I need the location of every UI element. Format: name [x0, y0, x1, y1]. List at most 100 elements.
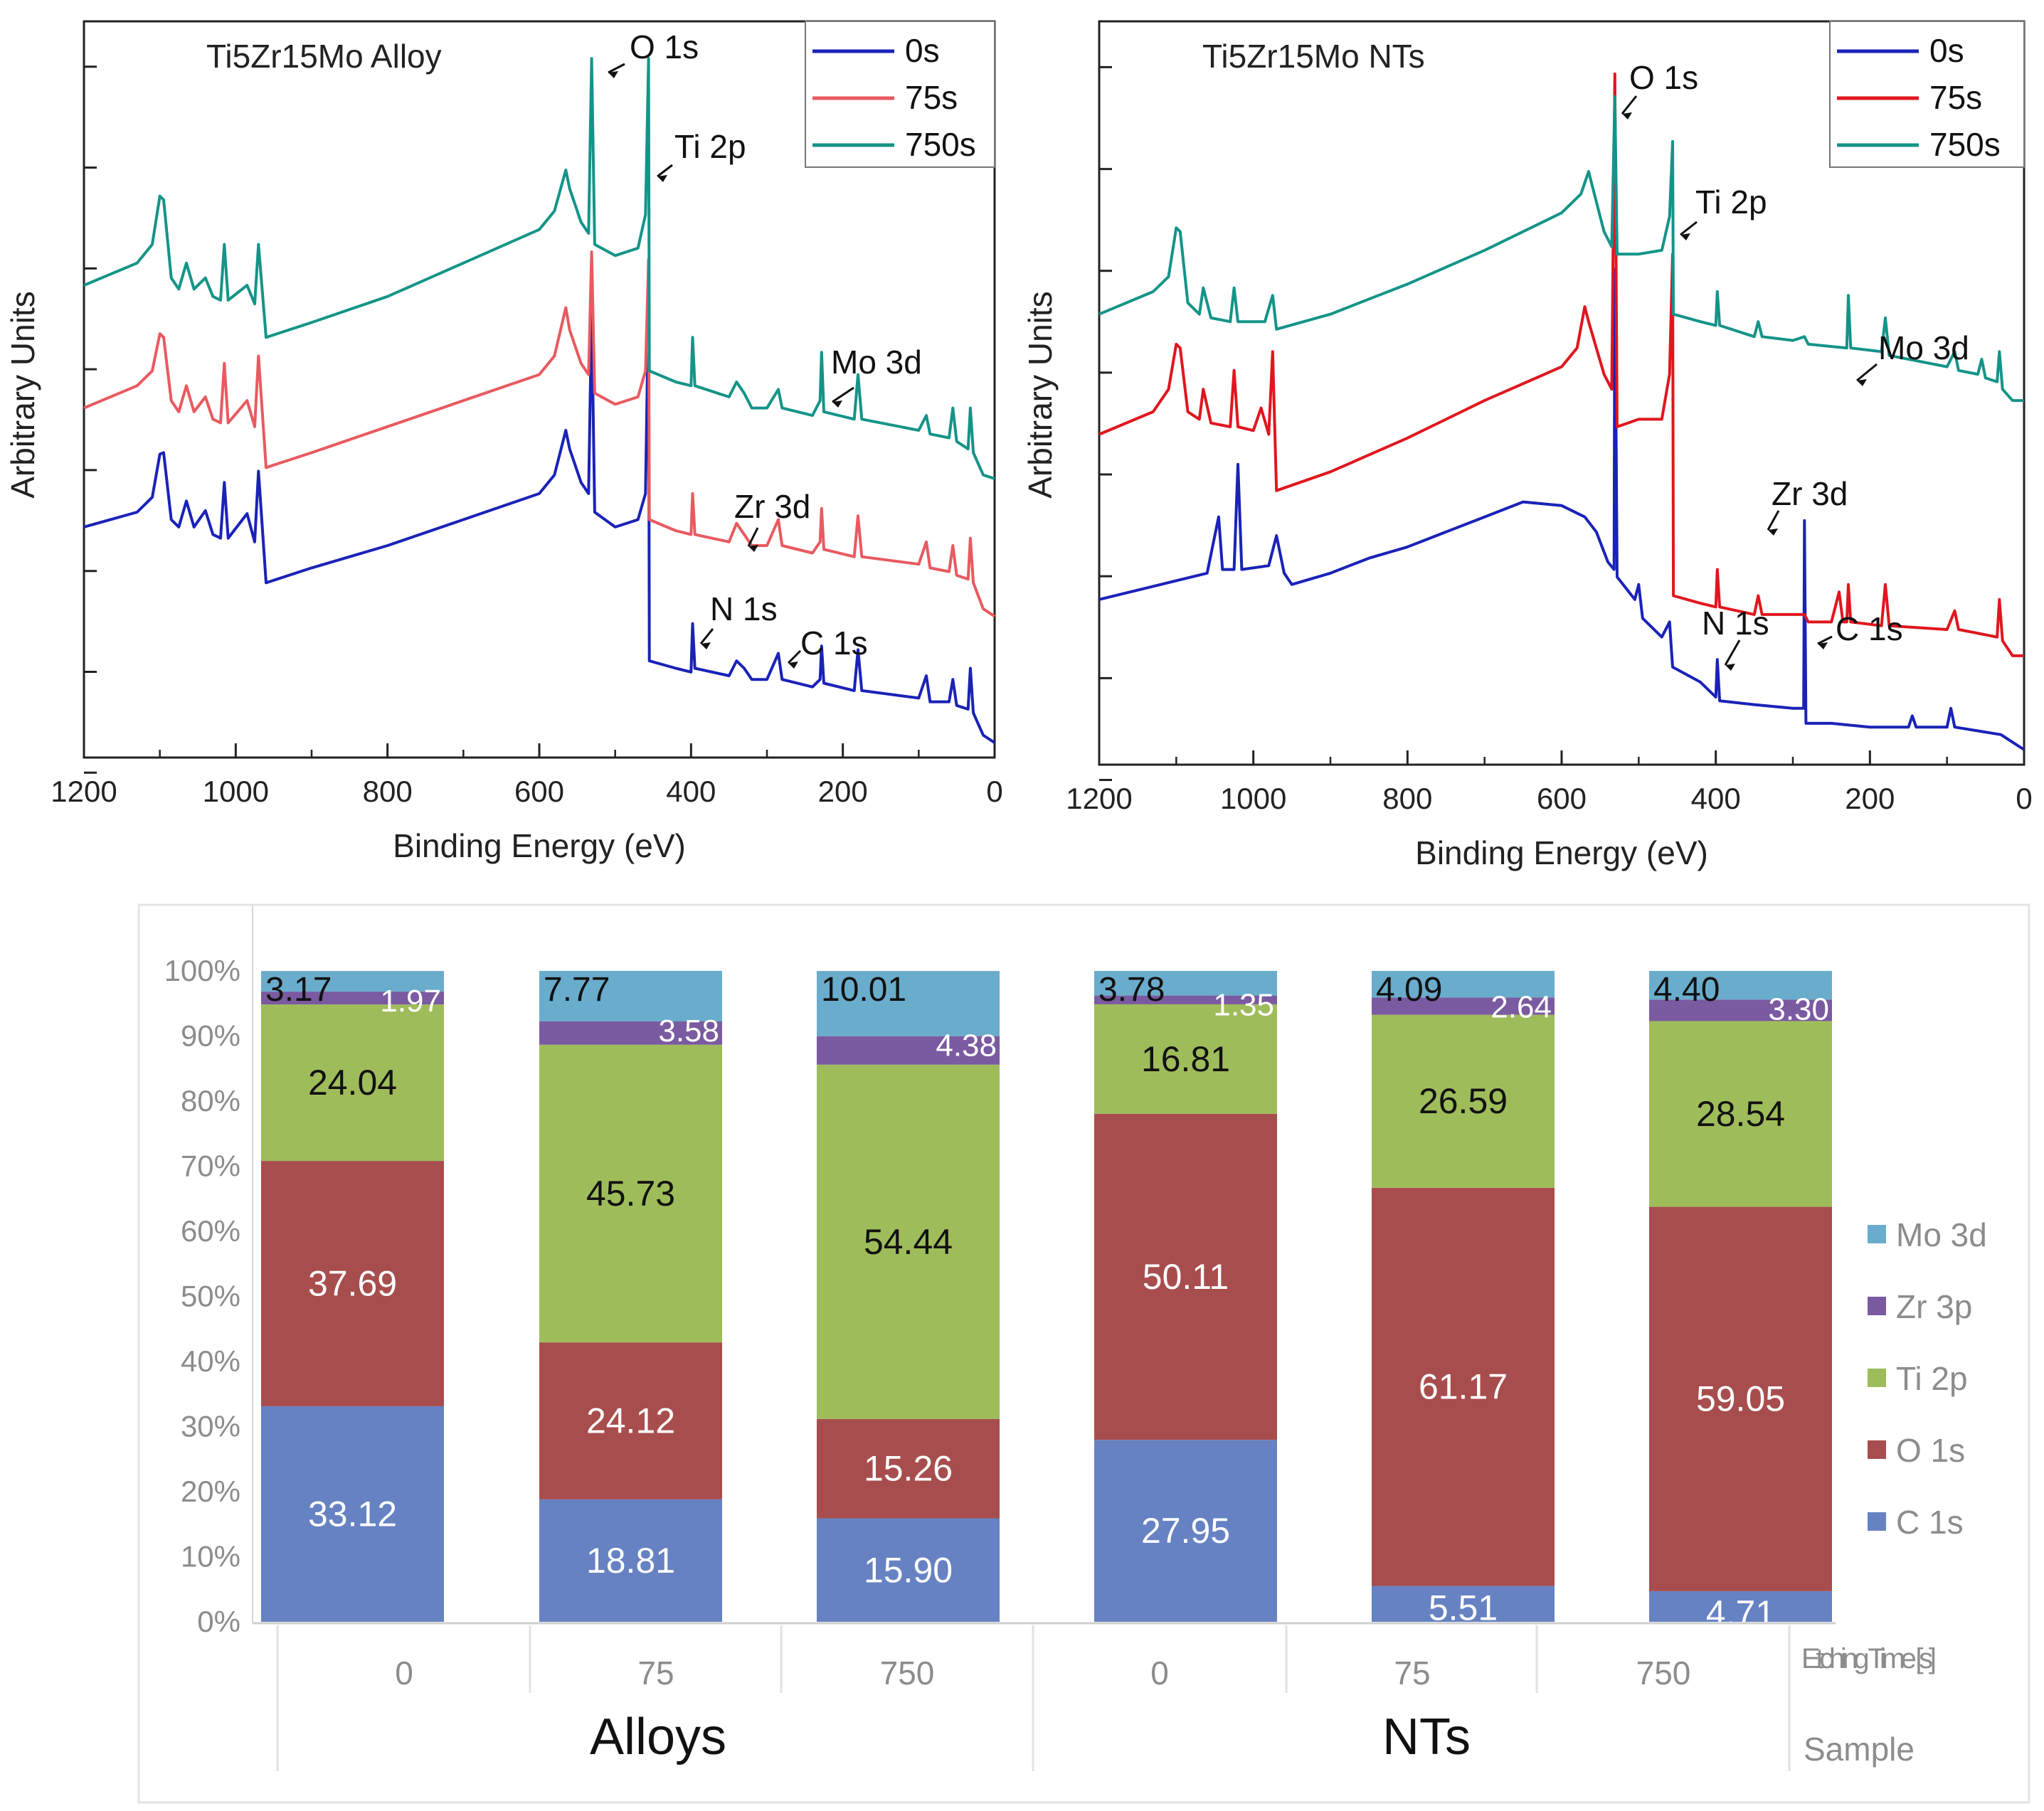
series-line-75s — [1098, 72, 2024, 657]
bar-segment-zr-3p — [539, 1021, 722, 1045]
chart-title: Ti5Zr15Mo Alloy — [206, 38, 442, 75]
data-label: 10.01 — [821, 971, 906, 1009]
category-label: 750 — [1636, 1655, 1691, 1691]
y-tick-label: 80% — [181, 1084, 240, 1117]
bar-segment-o-1s — [261, 1161, 444, 1406]
legend-swatch — [1868, 1225, 1886, 1243]
legend-label: 0s — [905, 32, 940, 69]
chart-title: Ti5Zr15Mo NTs — [1202, 38, 1425, 75]
annotation-arrowhead — [1725, 664, 1735, 671]
data-label: 59.05 — [1696, 1379, 1785, 1419]
bar-segment-mo-3d — [1649, 971, 1832, 1000]
bar-segment-zr-3p — [261, 992, 444, 1005]
annotation-arrow — [787, 649, 802, 664]
annotation-arrow — [832, 386, 854, 403]
data-label: 45.73 — [586, 1174, 675, 1213]
legend-label: Ti 2p — [1896, 1360, 1968, 1397]
annotation-label: Zr 3d — [1772, 475, 1848, 512]
annotation-arrowhead — [1680, 233, 1690, 240]
legend-label: 750s — [1929, 126, 2001, 163]
bar-segment-zr-3p — [1372, 997, 1555, 1015]
annotation-label: Mo 3d — [831, 344, 922, 381]
x-axis-title: Etching Time [s] — [1801, 1643, 1937, 1674]
bar-segment-c-1s — [1649, 1590, 1832, 1622]
legend-label: 75s — [1929, 79, 1982, 116]
x-tick-label: 800 — [1382, 782, 1432, 815]
data-label: 1.97 — [380, 984, 441, 1019]
legend-swatch — [1868, 1297, 1886, 1315]
category-label: 0 — [395, 1655, 413, 1691]
x-axis-label: Binding Energy (eV) — [1415, 834, 1708, 871]
annotation-arrowhead — [1818, 642, 1828, 649]
bar-segment-ti-2p — [1649, 1021, 1832, 1207]
annotation-arrowhead — [1622, 112, 1632, 120]
bar-segment-c-1s — [1372, 1586, 1555, 1622]
bar-segment-zr-3p — [1094, 995, 1277, 1004]
bar-segment-ti-2p — [261, 1004, 444, 1162]
data-label: 15.26 — [864, 1449, 953, 1489]
bar-segment-c-1s — [539, 1499, 722, 1622]
data-label: 37.69 — [308, 1264, 397, 1304]
data-label: 24.12 — [586, 1401, 675, 1441]
series-line-75s — [83, 250, 996, 618]
annotation-arrowhead — [1857, 379, 1867, 386]
bar-segment-ti-2p — [817, 1064, 1000, 1419]
bar-segment-mo-3d — [539, 970, 722, 1022]
annotation-arrowhead — [657, 175, 667, 182]
annotation-arrow — [1856, 363, 1878, 382]
bar-segment-o-1s — [817, 1418, 1000, 1519]
annotation-label: Zr 3d — [734, 488, 810, 525]
legend-swatch — [1868, 1440, 1886, 1459]
series-line-750s — [83, 57, 995, 480]
annotation-arrow — [1680, 221, 1698, 236]
data-label: 4.71 — [1706, 1593, 1775, 1633]
data-label: 4.09 — [1376, 971, 1442, 1009]
annotation-arrowhead — [701, 642, 711, 649]
chart-frame — [137, 903, 2030, 1804]
y-tick-label: 100% — [164, 954, 240, 987]
x-tick-label: 200 — [1845, 782, 1895, 815]
legend-label: C 1s — [1896, 1504, 1964, 1541]
x-tick-label: 200 — [818, 775, 868, 808]
x-tick-label: 0 — [2016, 782, 2032, 815]
annotation-arrow — [657, 164, 673, 178]
annotation-label: O 1s — [630, 28, 699, 65]
x-axis-label: Binding Energy (eV) — [393, 827, 686, 864]
y-tick-label: 60% — [181, 1214, 240, 1248]
legend-label: 0s — [1929, 32, 1964, 69]
bar-segment-ti-2p — [539, 1044, 722, 1343]
data-label: 26.59 — [1419, 1081, 1508, 1121]
y-tick-label: 20% — [181, 1475, 240, 1508]
bar-segment-c-1s — [261, 1406, 444, 1622]
spectrum-panel-1: 1200 1000 800 600 400 200 0 Binding Energy (eV)… — [1022, 20, 2033, 871]
legend-label: Mo 3d — [1896, 1216, 1987, 1253]
category-label: 750 — [880, 1655, 935, 1691]
data-label: 50.11 — [1143, 1257, 1229, 1297]
bar-segment-mo-3d — [1372, 971, 1555, 998]
legend-swatch — [1868, 1369, 1886, 1387]
data-label: 18.81 — [586, 1541, 675, 1581]
series-line-0s — [83, 294, 996, 744]
annotation-label: Ti 2p — [674, 128, 746, 165]
series-line-750s — [1098, 95, 2024, 403]
legend-label: Zr 3p — [1896, 1288, 1972, 1325]
annotation-arrow — [1767, 510, 1780, 531]
category-label: 75 — [637, 1655, 674, 1691]
bar-segment-o-1s — [539, 1342, 722, 1499]
data-label: 27.95 — [1141, 1511, 1230, 1551]
bar-segment-ti-2p — [1094, 1004, 1277, 1114]
annotation-label: C 1s — [800, 625, 868, 662]
annotation-label: Ti 2p — [1695, 184, 1767, 221]
annotation-arrowhead — [748, 545, 758, 552]
bar-segment-o-1s — [1649, 1206, 1832, 1591]
data-label: 1.35 — [1213, 988, 1274, 1023]
annotation-label: N 1s — [710, 590, 778, 627]
data-label: 2.64 — [1490, 989, 1552, 1024]
x-tick-label: 1000 — [1220, 782, 1286, 815]
annotation-arrow — [608, 63, 625, 74]
x-tick-label: 1200 — [51, 775, 117, 808]
annotation-label: N 1s — [1702, 605, 1769, 642]
annotation-label: C 1s — [1836, 610, 1903, 647]
legend-box — [1829, 21, 2025, 168]
data-label: 4.38 — [936, 1029, 997, 1063]
